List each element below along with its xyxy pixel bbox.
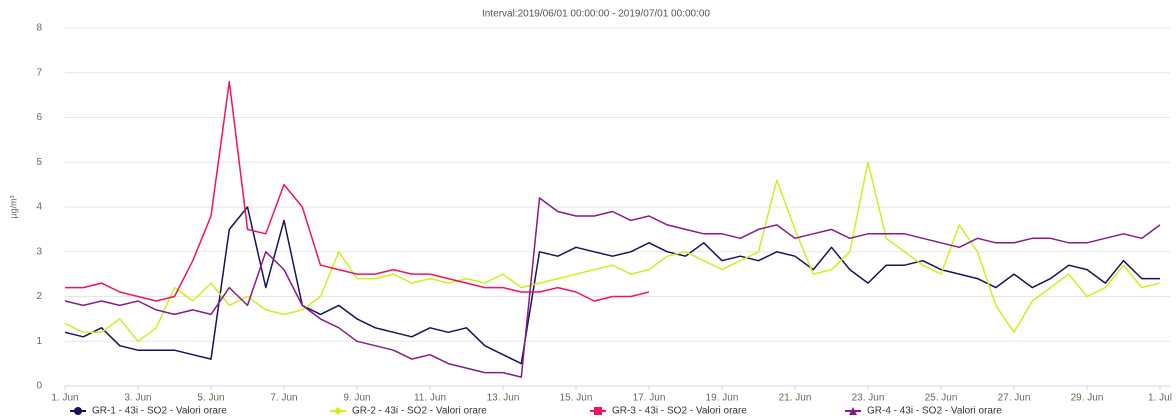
x-tick-label: 11. Jun [414,393,446,404]
x-tick-label: 3. Jun [124,393,151,404]
chart-title: Interval:2019/06/01 00:00:00 - 2019/07/0… [482,9,710,20]
y-tick-label: 6 [36,112,42,123]
x-tick-label: 25. Jun [925,393,958,404]
y-axis-label: µg/m³ [8,195,18,218]
x-tick-label: 29. Jun [1071,393,1104,404]
y-tick-label: 8 [36,23,42,34]
x-tick-label: 21. Jun [779,393,812,404]
x-tick-label: 27. Jun [998,393,1031,404]
legend-marker [849,407,857,415]
x-tick-label: 1. Jul [1148,393,1172,404]
legend-marker [74,407,82,415]
x-tick-label: 15. Jun [560,393,593,404]
legend-label: GR-4 - 43i - SO2 - Valori orare [867,406,1002,417]
y-tick-label: 1 [36,336,42,347]
series-line [65,80,650,302]
legend-label: GR-1 - 43i - SO2 - Valori orare [92,406,227,417]
x-tick-label: 17. Jun [633,393,666,404]
legend-label: GR-2 - 43i - SO2 - Valori orare [352,406,487,417]
y-tick-label: 2 [36,291,42,302]
legend-item: GR-4 - 43i - SO2 - Valori orare [845,406,1002,417]
series-line [64,197,1161,378]
legend-item: GR-1 - 43i - SO2 - Valori orare [70,406,227,417]
x-tick-label: 23. Jun [852,393,885,404]
y-tick-label: 5 [36,157,42,168]
x-tick-label: 19. Jun [706,393,739,404]
series-line [64,161,1161,343]
legend-marker [594,407,602,415]
x-tick-label: 7. Jun [270,393,297,404]
x-tick-label: 5. Jun [197,393,224,404]
x-tick-label: 9. Jun [343,393,370,404]
legend-item: GR-3 - 43i - SO2 - Valori orare [590,406,747,417]
y-tick-label: 3 [36,246,42,257]
y-tick-label: 4 [36,202,42,213]
legend-item: GR-2 - 43i - SO2 - Valori orare [330,406,487,417]
x-tick-label: 1. Jun [51,393,78,404]
legend-label: GR-3 - 43i - SO2 - Valori orare [612,406,747,417]
y-tick-label: 7 [36,67,42,78]
x-tick-label: 13. Jun [487,393,520,404]
legend: GR-1 - 43i - SO2 - Valori orare GR-2 - 43… [70,406,1002,417]
series-line [64,206,1160,365]
y-tick-label: 0 [36,381,42,392]
legend-marker [334,407,342,415]
